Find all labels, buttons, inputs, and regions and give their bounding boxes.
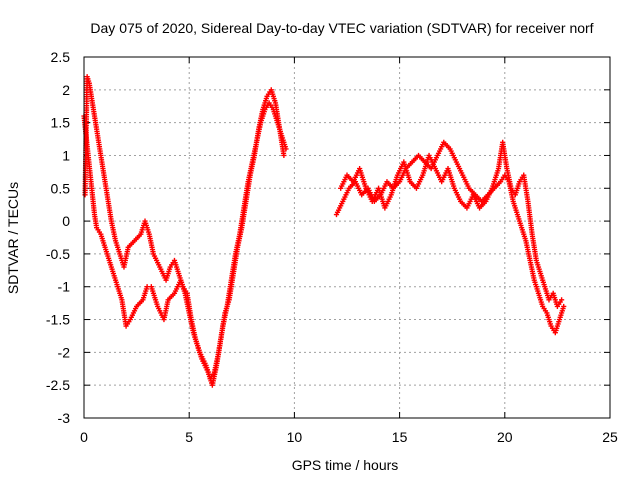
y-tick-label: 2.5 [51, 49, 71, 65]
y-tick-label: -0.5 [46, 246, 70, 262]
x-tick-label: 0 [80, 429, 88, 445]
x-tick-label: 20 [497, 429, 513, 445]
grid-lines [84, 57, 610, 418]
y-tick-label: 1.5 [51, 115, 71, 131]
x-tick-label: 25 [602, 429, 618, 445]
y-tick-label: 0.5 [51, 180, 71, 196]
plot-frame [83, 56, 611, 419]
data-point [559, 297, 565, 303]
x-tick-label: 15 [392, 429, 408, 445]
data-point [281, 152, 287, 159]
x-tick-label: 5 [185, 429, 193, 445]
y-tick-label: 1 [62, 147, 70, 163]
y-tick-label: -2.5 [46, 377, 70, 393]
y-tick-label: 2 [62, 82, 70, 98]
data-points [81, 74, 567, 388]
x-axis-label: GPS time / hours [292, 457, 399, 473]
y-axis-label: SDTVAR / TECUs [5, 182, 21, 294]
tick-labels: 0 5 10 15 20 25 -3 -2.5 -2 -1.5 -1 -0.5 0 0.5 1 1.5 2 2.5 [46, 49, 618, 445]
y-tick-label: 0 [62, 213, 70, 229]
x-tick-label: 10 [287, 429, 303, 445]
chart-title: Day 075 of 2020, Sidereal Day-to-day VTE… [90, 20, 593, 36]
y-tick-label: -1 [58, 279, 71, 295]
y-tick-label: -1.5 [46, 312, 70, 328]
data-point [561, 303, 567, 310]
y-tick-label: -2 [58, 344, 71, 360]
y-tick-label: -3 [58, 410, 71, 426]
